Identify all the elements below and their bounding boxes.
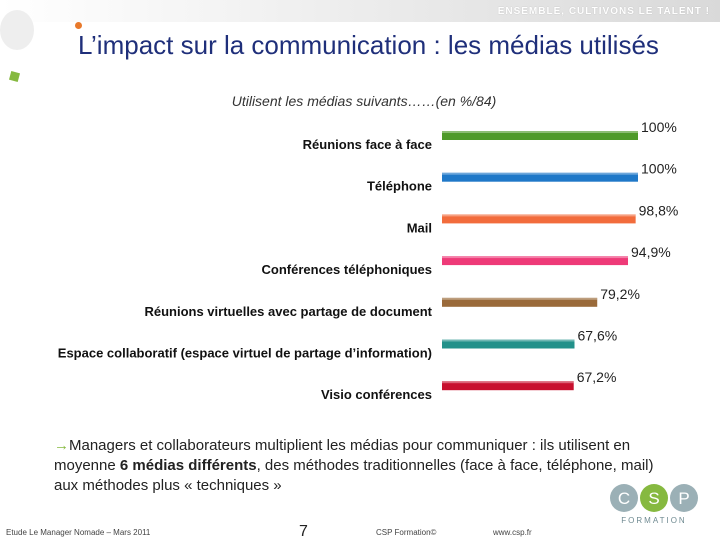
category-label: Téléphone (367, 179, 432, 194)
bar (442, 297, 598, 307)
bar (442, 339, 575, 349)
page-number: 7 (299, 523, 308, 540)
logo-circle-s (640, 484, 668, 512)
header-slogan: ENSEMBLE, CULTIVONS LE TALENT ! (497, 6, 710, 17)
conclusion-note: →Managers et collaborateurs multiplient … (54, 436, 674, 496)
value-label: 98,8% (639, 202, 679, 218)
category-label: Réunions virtuelles avec partage de docu… (144, 304, 432, 319)
category-label: Réunions face à face (303, 137, 432, 152)
note-bold: 6 médias différents (119, 457, 257, 474)
category-label: Visio conférences (321, 387, 432, 402)
decor-circle (0, 10, 34, 50)
bar-highlight (442, 297, 598, 300)
logo-letter-s: S (648, 489, 659, 508)
logo-letter-c: C (618, 489, 630, 508)
value-label: 100% (641, 119, 677, 135)
footer-copyright: CSP Formation© (376, 528, 437, 537)
value-label: 100% (641, 161, 677, 177)
value-label: 67,6% (577, 328, 617, 344)
value-label: 67,2% (577, 369, 617, 385)
bar-highlight (442, 339, 575, 342)
header-bar: ENSEMBLE, CULTIVONS LE TALENT ! (0, 0, 720, 22)
bar (442, 214, 636, 224)
slide-title: L’impact sur la communication : les médi… (78, 30, 659, 60)
logo-subtext: FORMATION (621, 516, 686, 525)
chart-subtitle-text: Utilisent les médias suivants……(en %/84) (231, 93, 497, 109)
logo-circle-c (610, 484, 638, 512)
csp-logo: C S P FORMATION (610, 484, 698, 525)
bar-highlight (442, 256, 629, 259)
bar (442, 381, 574, 391)
category-label: Mail (407, 220, 432, 235)
value-label: 94,9% (631, 244, 671, 260)
chart-subtitle: Utilisent les médias suivants……(en %/84) (0, 93, 720, 109)
note-text-2: , des méthodes traditionnelles (face à f… (54, 457, 654, 494)
bar-chart: Réunions face à face 100% Téléphone 100% Mai… (58, 119, 679, 402)
bar-highlight (442, 214, 636, 217)
value-label: 79,2% (600, 286, 640, 302)
bar-highlight (442, 131, 638, 133)
logo-letter-p: P (678, 489, 689, 508)
decor-green-square (8, 70, 21, 83)
arrow-right-icon: → (54, 437, 69, 454)
bar (442, 172, 638, 182)
category-label: Espace collaboratif (espace virtuel de p… (58, 346, 432, 361)
logo-circle-p (670, 484, 698, 512)
bar (442, 256, 629, 266)
bar (442, 131, 638, 140)
bar-highlight (442, 381, 574, 384)
bar-highlight (442, 172, 638, 175)
decor-orange-dot (75, 22, 82, 29)
footer-study: Etude Le Manager Nomade – Mars 2011 (6, 528, 151, 537)
footer-url[interactable]: www.csp.fr (493, 528, 532, 537)
note-text-1: Managers et collaborateurs multiplient l… (54, 437, 631, 474)
category-label: Conférences téléphoniques (262, 262, 432, 277)
